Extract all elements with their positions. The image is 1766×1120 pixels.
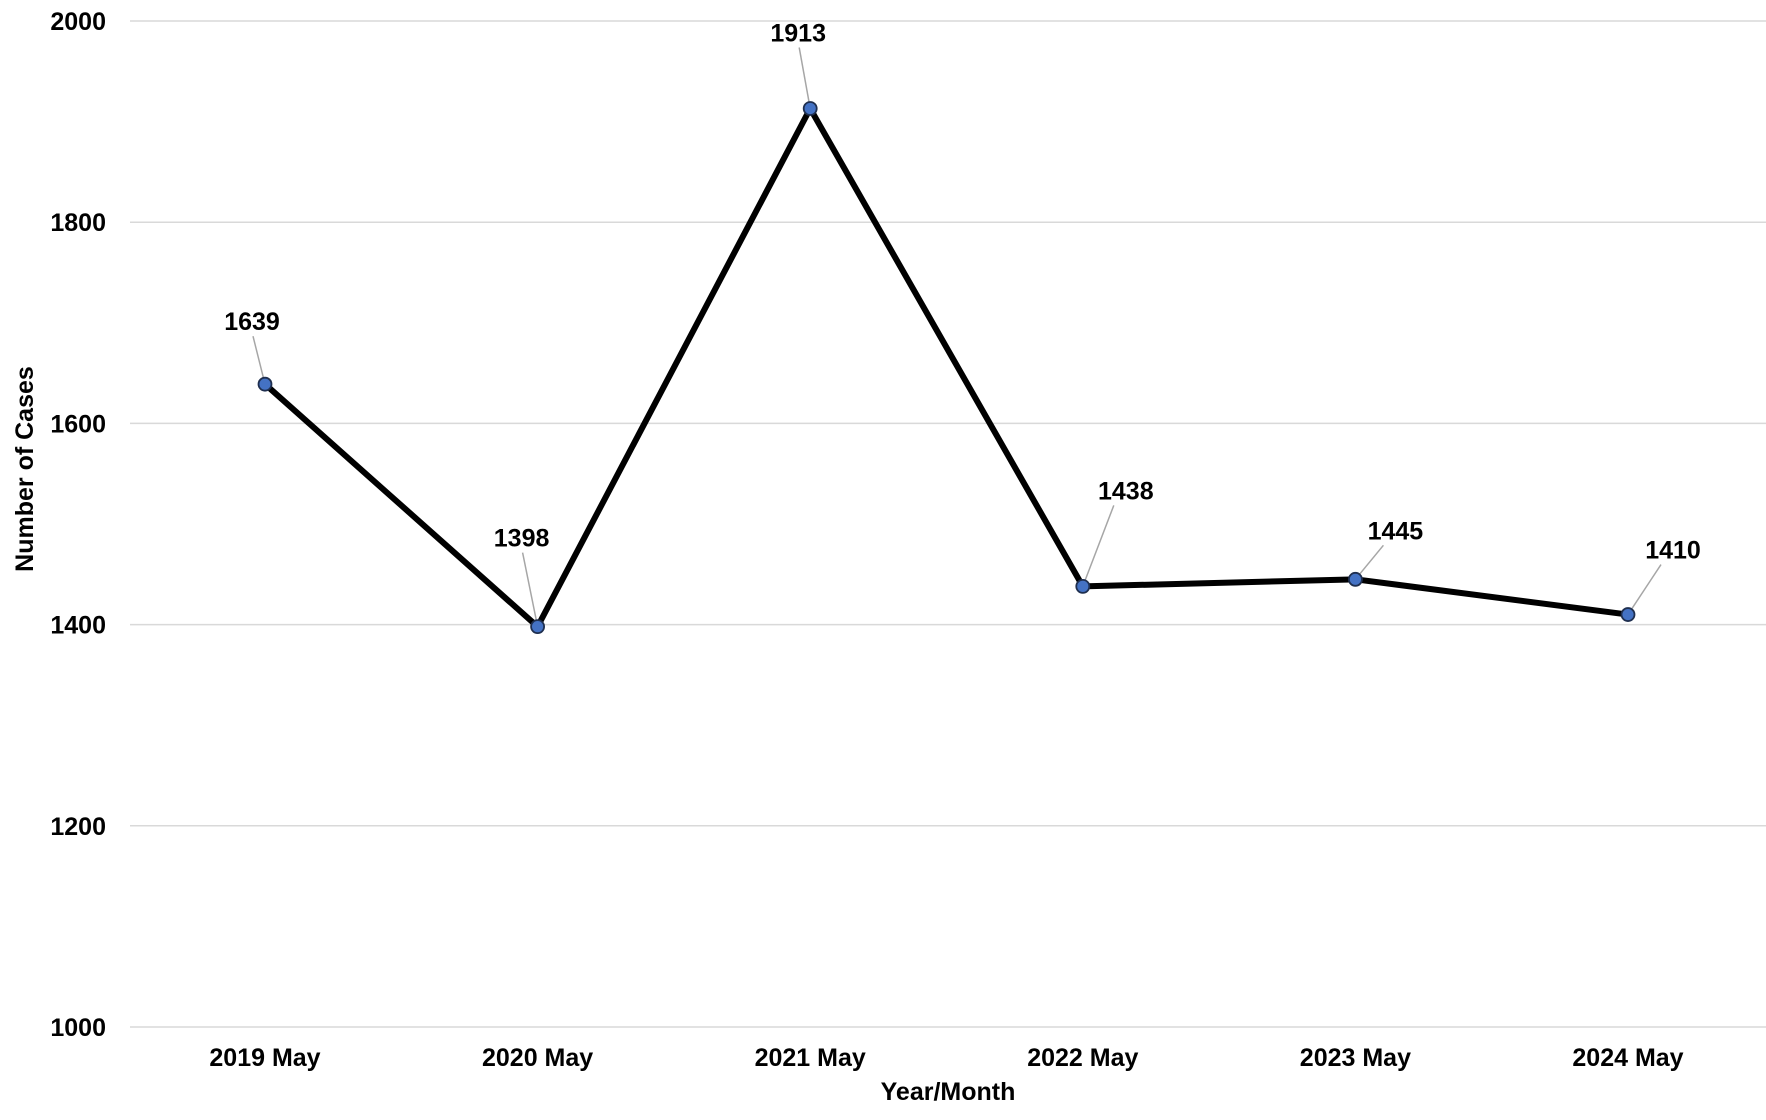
leader-line-1 bbox=[521, 552, 539, 627]
x-tick-label-3: 2022 May bbox=[1027, 1044, 1138, 1072]
y-tick-label-1000: 1000 bbox=[50, 1014, 106, 1042]
x-axis-title: Year/Month bbox=[881, 1078, 1016, 1106]
y-tick-label-1800: 1800 bbox=[50, 209, 106, 237]
x-axis-tick-labels: 2019 May 2020 May 2021 May 2022 May 2023 May… bbox=[209, 1044, 1683, 1072]
y-axis-tick-labels: 1000 1200 1400 1600 1800 2000 bbox=[50, 8, 106, 1042]
data-point-5 bbox=[1620, 607, 1636, 622]
data-point-1 bbox=[530, 619, 545, 635]
x-tick-label-5: 2024 May bbox=[1572, 1044, 1683, 1072]
x-tick-label-1: 2020 May bbox=[482, 1044, 593, 1072]
data-point-0 bbox=[257, 376, 273, 392]
x-tick-label-2: 2021 May bbox=[755, 1044, 866, 1072]
gridlines bbox=[130, 20, 1766, 1028]
data-labels: 1639 1398 1913 1438 1445 1410 bbox=[224, 20, 1701, 565]
data-point-3 bbox=[1075, 578, 1091, 594]
leader-line-3 bbox=[1082, 505, 1115, 587]
data-label-5: 1410 bbox=[1645, 537, 1701, 565]
y-axis-title: Number of Cases bbox=[11, 366, 39, 572]
series-line bbox=[262, 105, 1631, 630]
data-point-2 bbox=[802, 101, 818, 116]
data-label-3: 1438 bbox=[1098, 477, 1154, 505]
data-label-2: 1913 bbox=[770, 20, 826, 48]
x-tick-label-4: 2023 May bbox=[1300, 1044, 1411, 1072]
data-label-4: 1445 bbox=[1368, 517, 1424, 545]
data-markers bbox=[257, 101, 1636, 635]
y-tick-label-2000: 2000 bbox=[50, 8, 106, 36]
series-line-layer bbox=[262, 105, 1631, 630]
leader-lines bbox=[252, 47, 1662, 627]
data-label-1: 1398 bbox=[494, 525, 550, 553]
leader-line-5 bbox=[1627, 564, 1662, 615]
y-tick-label-1400: 1400 bbox=[50, 612, 106, 640]
y-tick-label-1600: 1600 bbox=[50, 410, 106, 438]
leader-line-2 bbox=[798, 47, 811, 109]
x-tick-label-0: 2019 May bbox=[209, 1044, 320, 1072]
leader-line-0 bbox=[252, 335, 266, 385]
y-tick-label-1200: 1200 bbox=[50, 813, 106, 841]
data-point-4 bbox=[1348, 571, 1363, 587]
data-label-0: 1639 bbox=[224, 308, 280, 336]
